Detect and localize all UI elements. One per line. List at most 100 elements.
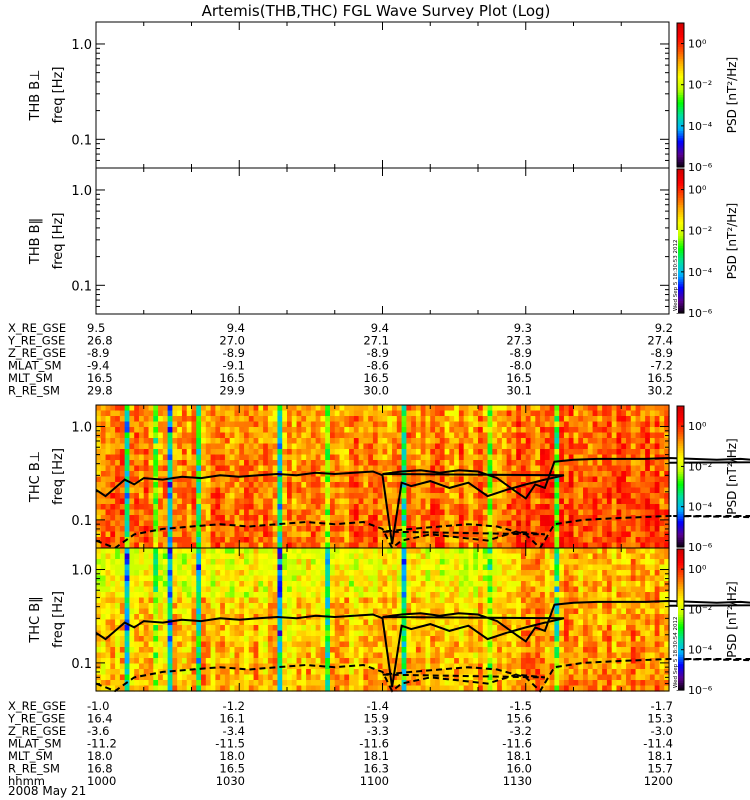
spectrogram-cell	[258, 526, 264, 533]
spectrogram-cell	[248, 416, 255, 423]
spectrogram-cell	[492, 531, 498, 538]
spectrogram-cell	[664, 410, 670, 417]
spectrogram-cell	[344, 603, 350, 610]
spectrogram-cell	[186, 471, 193, 478]
spectrogram-cell	[134, 421, 140, 428]
spectrogram-cell	[568, 449, 575, 456]
spectrogram-cell	[468, 465, 474, 472]
spectrogram-cell	[439, 454, 446, 461]
spectrogram-cell	[592, 438, 598, 445]
spectrogram-cell	[210, 476, 216, 483]
spectrogram-cell	[382, 405, 388, 412]
spectrogram-cell	[234, 531, 240, 538]
spectrogram-cell	[306, 669, 312, 676]
spectrogram-cell	[153, 416, 159, 423]
colorbar-tick-label: 10⁻⁶	[688, 541, 713, 554]
spectrogram-cell	[119, 438, 126, 445]
spectrogram-cell	[287, 548, 293, 555]
spectrogram-cell	[301, 559, 307, 566]
spectrogram-cell	[143, 592, 150, 599]
spectrogram-cell	[296, 570, 302, 577]
spectrogram-cell	[487, 537, 493, 544]
spectrogram-cell	[138, 427, 145, 434]
spectrogram-cell	[329, 443, 336, 450]
spectrogram-cell	[525, 427, 532, 434]
spectrogram-cell	[401, 438, 407, 445]
spectrogram-cell	[444, 531, 450, 538]
spectrogram-cell	[649, 487, 656, 494]
spectrogram-cell	[329, 575, 336, 582]
spectrogram-cell	[478, 542, 484, 549]
spectrogram-cell	[659, 405, 665, 412]
spectrogram-cell	[387, 482, 393, 489]
spectrogram-cell	[372, 520, 379, 527]
spectrogram-cell	[310, 471, 317, 478]
spectrogram-cell	[415, 493, 422, 500]
spectrogram-cell	[583, 460, 589, 467]
spectrogram-cell	[329, 674, 336, 681]
spectrogram-cell	[148, 658, 154, 665]
spectrogram-cell	[267, 685, 274, 692]
spectrogram-cell	[306, 509, 312, 516]
spectrogram-cell	[659, 498, 665, 505]
spectrogram-cell	[320, 619, 326, 626]
spectrogram-cell	[129, 581, 135, 588]
spectrogram-cell	[138, 515, 145, 522]
colorbar-cell	[677, 114, 684, 118]
spectrogram-cell	[167, 614, 174, 621]
colorbar-cell	[677, 467, 684, 471]
colorbar-cell	[677, 241, 684, 244]
spectrogram-cell	[654, 405, 661, 412]
spectrogram-cell	[425, 542, 431, 549]
spectrogram-cell	[554, 509, 560, 516]
spectrogram-cell	[124, 427, 131, 434]
spectrogram-cell	[124, 410, 131, 417]
spectrogram-cell	[540, 526, 546, 533]
spectrogram-cell	[248, 570, 255, 577]
colorbar-cell	[677, 420, 684, 424]
spectrogram-cell	[272, 652, 279, 659]
spectrogram-cell	[253, 685, 259, 692]
spectrogram-cell	[201, 674, 207, 681]
spectrogram-cell	[110, 674, 116, 681]
spectrogram-cell	[205, 608, 212, 615]
colorbar-cell	[677, 243, 684, 247]
spectrogram-cell	[611, 465, 618, 472]
spectrogram-cell	[358, 531, 365, 538]
spectrogram-cell	[339, 592, 345, 599]
colorbar-cell	[677, 535, 684, 539]
spectrogram-cell	[368, 504, 374, 511]
spectrogram-cell	[611, 410, 618, 417]
spectrogram-cell	[449, 476, 455, 483]
spectrogram-cell	[420, 487, 427, 494]
spectrogram-cell	[377, 405, 384, 412]
spectrogram-cell	[267, 652, 274, 659]
spectrogram-cell	[387, 432, 393, 439]
spectrogram-cell	[516, 410, 522, 417]
spectrogram-cell	[306, 685, 312, 692]
spectrogram-cell	[463, 487, 470, 494]
spectrogram-cell	[649, 493, 656, 500]
spectrogram-cell	[306, 526, 312, 533]
spectrogram-cell	[215, 625, 221, 632]
colorbar-cell	[677, 303, 684, 307]
spectrogram-cell	[224, 476, 231, 483]
spectrogram-cell	[401, 520, 407, 527]
spectrogram-cell	[291, 608, 298, 615]
spectrogram-cell	[253, 432, 259, 439]
spectrogram-cell	[287, 531, 293, 538]
spectrogram-cell	[110, 498, 116, 505]
spectrogram-cell	[449, 443, 455, 450]
spectrogram-cell	[229, 625, 236, 632]
spectrogram-cell	[105, 608, 111, 615]
spectrogram-cell	[196, 460, 202, 467]
spectrogram-cell	[220, 405, 226, 412]
colorbar-cell	[677, 518, 684, 522]
spectrogram-cell	[444, 421, 450, 428]
spectrogram-cell	[167, 520, 174, 527]
spectrogram-cell	[563, 465, 570, 472]
spectrogram-cell	[172, 520, 178, 527]
spectrogram-cell	[148, 449, 154, 456]
spectrogram-cell	[124, 509, 131, 516]
spectrogram-cell	[473, 498, 479, 505]
